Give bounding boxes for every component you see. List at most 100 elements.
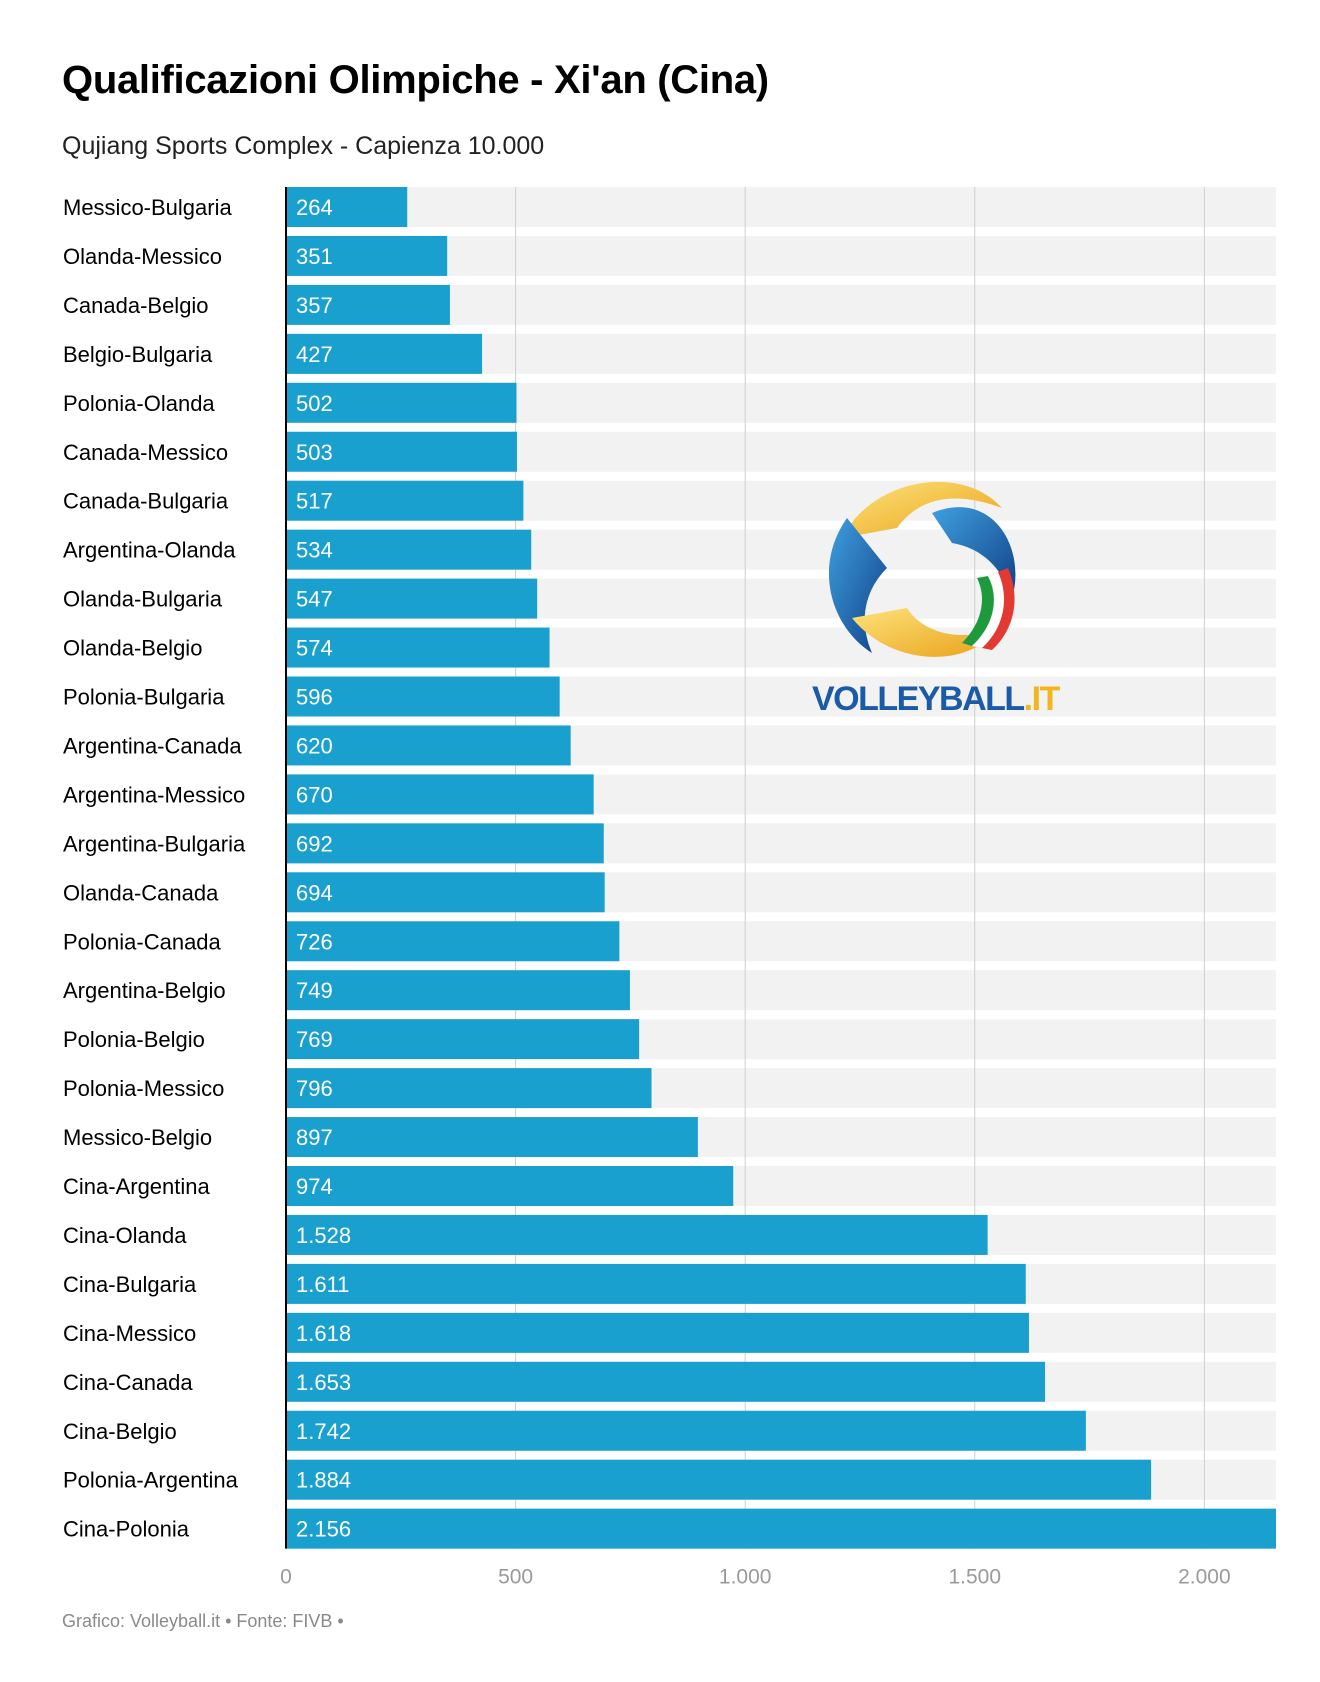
bar-value-label: 264 — [296, 195, 333, 220]
star-swirl-icon — [828, 481, 1016, 657]
bar — [286, 235, 448, 276]
category-label: Argentina-Belgio — [63, 978, 226, 1003]
logo-wordmark-suffix: .IT — [1023, 680, 1061, 718]
bar-value-label: 974 — [296, 1174, 333, 1199]
bar-value-label: 670 — [296, 782, 333, 807]
bar — [286, 529, 532, 570]
bar-value-label: 574 — [296, 636, 333, 661]
bar-value-label: 1.618 — [296, 1321, 351, 1346]
x-axis-tick-labels: 0 500 1.000 1.500 2.000 — [280, 1566, 1230, 1589]
category-labels: Messico-Bulgaria Olanda-Messico Canada-Bel… — [63, 195, 246, 1542]
bar — [286, 823, 604, 864]
category-label: Polonia-Belgio — [63, 1027, 205, 1052]
bars — [286, 187, 1276, 1549]
bar — [286, 627, 550, 668]
bar — [286, 1263, 1026, 1304]
x-tick-label: 500 — [498, 1566, 533, 1589]
chart-subtitle: Qujiang Sports Complex - Capienza 10.000 — [62, 132, 545, 160]
bar — [286, 1508, 1276, 1549]
category-label: Polonia-Argentina — [63, 1468, 239, 1493]
bar-value-label: 1.611 — [296, 1272, 349, 1297]
bar-value-labels: 264 351 357 427 502 503 517 534 547 574 596 620 670 6… — [296, 195, 351, 1542]
x-tick-label: 2.000 — [1178, 1566, 1231, 1589]
bar — [286, 1361, 1046, 1402]
category-label: Cina-Olanda — [63, 1223, 187, 1248]
bar — [286, 872, 605, 913]
bar — [286, 676, 560, 717]
category-label: Cina-Belgio — [63, 1419, 177, 1444]
category-label: Polonia-Messico — [63, 1076, 224, 1101]
bar — [286, 1410, 1086, 1451]
category-label: Argentina-Olanda — [63, 538, 236, 563]
bar — [286, 431, 517, 472]
chart-title: Qualificazioni Olimpiche - Xi'an (Cina) — [62, 58, 769, 102]
bar-value-label: 694 — [296, 880, 333, 905]
bar — [286, 725, 571, 766]
category-label: Cina-Polonia — [63, 1517, 190, 1542]
bar — [286, 187, 408, 227]
bar — [286, 774, 594, 815]
bar — [286, 1312, 1029, 1353]
bar-value-label: 351 — [296, 244, 333, 269]
category-label: Olanda-Bulgaria — [63, 587, 223, 612]
bar-value-label: 796 — [296, 1076, 333, 1101]
category-label: Cina-Argentina — [63, 1174, 211, 1199]
bar — [286, 921, 620, 962]
x-tick-label: 1.500 — [948, 1566, 1001, 1589]
bar-value-label: 1.528 — [296, 1223, 351, 1248]
category-label: Cina-Canada — [63, 1370, 193, 1395]
bar — [286, 333, 483, 374]
category-label: Olanda-Canada — [63, 880, 219, 905]
bar-value-label: 726 — [296, 929, 333, 954]
bar — [286, 970, 630, 1011]
chart-footer: Grafico: Volleyball.it • Fonte: FIVB • — [62, 1611, 344, 1631]
bar-track — [286, 284, 1276, 325]
bar-value-label: 749 — [296, 978, 333, 1003]
x-tick-label: 0 — [280, 1566, 292, 1589]
category-label: Argentina-Bulgaria — [63, 831, 246, 856]
category-label: Polonia-Bulgaria — [63, 685, 225, 710]
bar-value-label: 547 — [296, 587, 333, 612]
category-label: Polonia-Olanda — [63, 391, 215, 416]
bar-value-label: 534 — [296, 538, 333, 563]
bar-track — [286, 187, 1276, 227]
bar-value-label: 1.742 — [296, 1419, 351, 1444]
bar-value-label: 596 — [296, 685, 333, 710]
bar-value-label: 692 — [296, 831, 333, 856]
category-label: Cina-Bulgaria — [63, 1272, 197, 1297]
category-label: Messico-Bulgaria — [63, 195, 232, 220]
bar — [286, 284, 450, 325]
category-label: Argentina-Messico — [63, 782, 245, 807]
category-label: Belgio-Bulgaria — [63, 342, 213, 367]
category-label: Messico-Belgio — [63, 1125, 212, 1150]
bar — [286, 382, 517, 423]
bar — [286, 1019, 640, 1060]
category-label: Olanda-Belgio — [63, 636, 202, 661]
bar-value-label: 769 — [296, 1027, 333, 1052]
bar — [286, 1459, 1152, 1500]
bar-value-label: 503 — [296, 440, 333, 465]
category-label: Polonia-Canada — [63, 929, 222, 954]
bar — [286, 578, 538, 619]
logo-wordmark-name: VOLLEYBALL — [812, 680, 1025, 718]
bar-value-label: 897 — [296, 1125, 333, 1150]
bar-value-label: 2.156 — [296, 1517, 351, 1542]
category-label: Canada-Belgio — [63, 293, 209, 318]
bar-value-label: 1.653 — [296, 1370, 351, 1395]
volleyball-it-logo: VOLLEYBALL.IT — [812, 468, 1060, 719]
bar-value-label: 502 — [296, 391, 333, 416]
bar-chart: 264 351 357 427 502 503 517 534 547 574 596 620 670 6… — [63, 187, 1276, 1589]
category-label: Argentina-Canada — [63, 733, 242, 758]
logo-wordmark: VOLLEYBALL.IT — [812, 680, 1060, 719]
bar-value-label: 1.884 — [296, 1468, 351, 1493]
category-label: Cina-Messico — [63, 1321, 196, 1346]
bar-value-label: 357 — [296, 293, 333, 318]
bar — [286, 1214, 988, 1255]
x-tick-label: 1.000 — [719, 1566, 772, 1589]
bar-track — [286, 235, 1276, 276]
category-label: Canada-Bulgaria — [63, 489, 229, 514]
bar — [286, 1068, 652, 1109]
bar-value-label: 517 — [296, 489, 333, 514]
bar — [286, 1166, 734, 1206]
bar-value-label: 427 — [296, 342, 333, 367]
